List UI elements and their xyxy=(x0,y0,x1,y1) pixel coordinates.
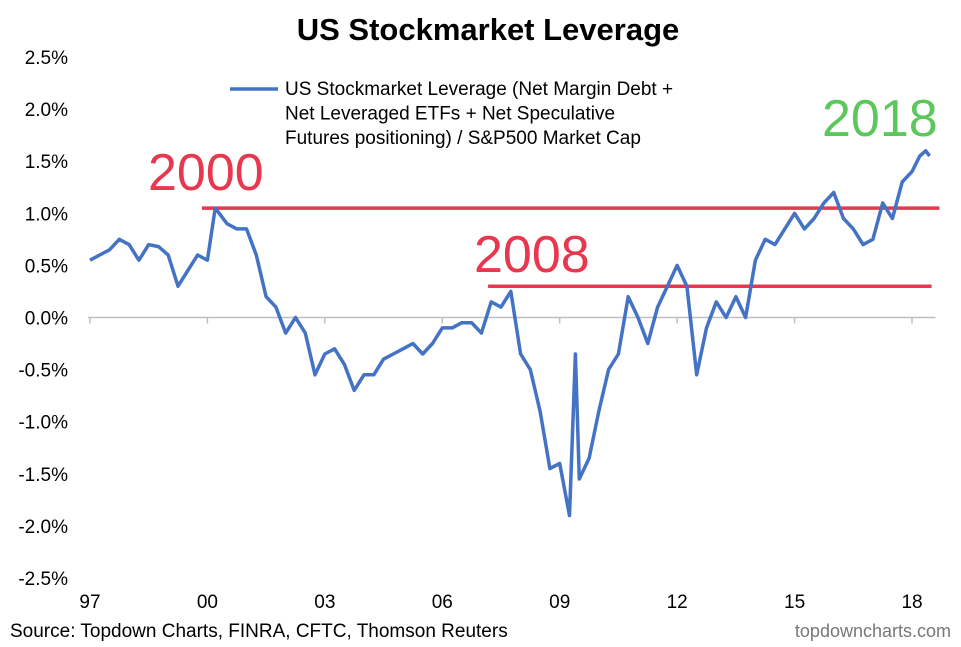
y-tick-label: -1.0% xyxy=(18,413,68,434)
y-tick-label: 1.5% xyxy=(25,152,68,173)
legend-line: Futures positioning) / S&P500 Market Cap xyxy=(285,128,641,149)
y-tick-label: -2.0% xyxy=(18,517,68,538)
x-tick-label: 09 xyxy=(549,592,570,613)
data-line xyxy=(89,149,931,518)
legend-label: US Stockmarket Leverage (Net Margin Debt… xyxy=(285,79,673,149)
legend-line: US Stockmarket Leverage (Net Margin Debt… xyxy=(285,79,673,100)
y-tick-label: -1.5% xyxy=(18,465,68,486)
x-tick-label: 18 xyxy=(901,592,922,613)
y-tick-label: 0.0% xyxy=(25,309,68,330)
x-tick-label: 00 xyxy=(197,592,218,613)
legend-line: Net Leveraged ETFs + Net Speculative xyxy=(285,104,615,125)
annotation: 2008 xyxy=(474,226,590,284)
annotation: 2000 xyxy=(148,144,264,202)
chart-title: US Stockmarket Leverage xyxy=(297,12,680,47)
y-tick-label: 0.5% xyxy=(25,256,68,277)
x-tick-label: 06 xyxy=(432,592,453,613)
x-tick-label: 97 xyxy=(79,592,100,613)
source: Source: Topdown Charts, FINRA, CFTC, Tho… xyxy=(10,621,508,642)
x-tick-label: 03 xyxy=(314,592,335,613)
y-tick-label: 2.0% xyxy=(25,100,68,121)
x-tick-label: 15 xyxy=(784,592,805,613)
watermark: topdowncharts.com xyxy=(795,621,951,641)
y-tick-label: 1.0% xyxy=(25,204,68,225)
annotation: 2018 xyxy=(822,90,938,148)
y-tick-label: 2.5% xyxy=(25,48,68,69)
y-tick-label: -0.5% xyxy=(18,361,68,382)
x-tick-label: 12 xyxy=(667,592,688,613)
y-tick-label: -2.5% xyxy=(18,569,68,590)
